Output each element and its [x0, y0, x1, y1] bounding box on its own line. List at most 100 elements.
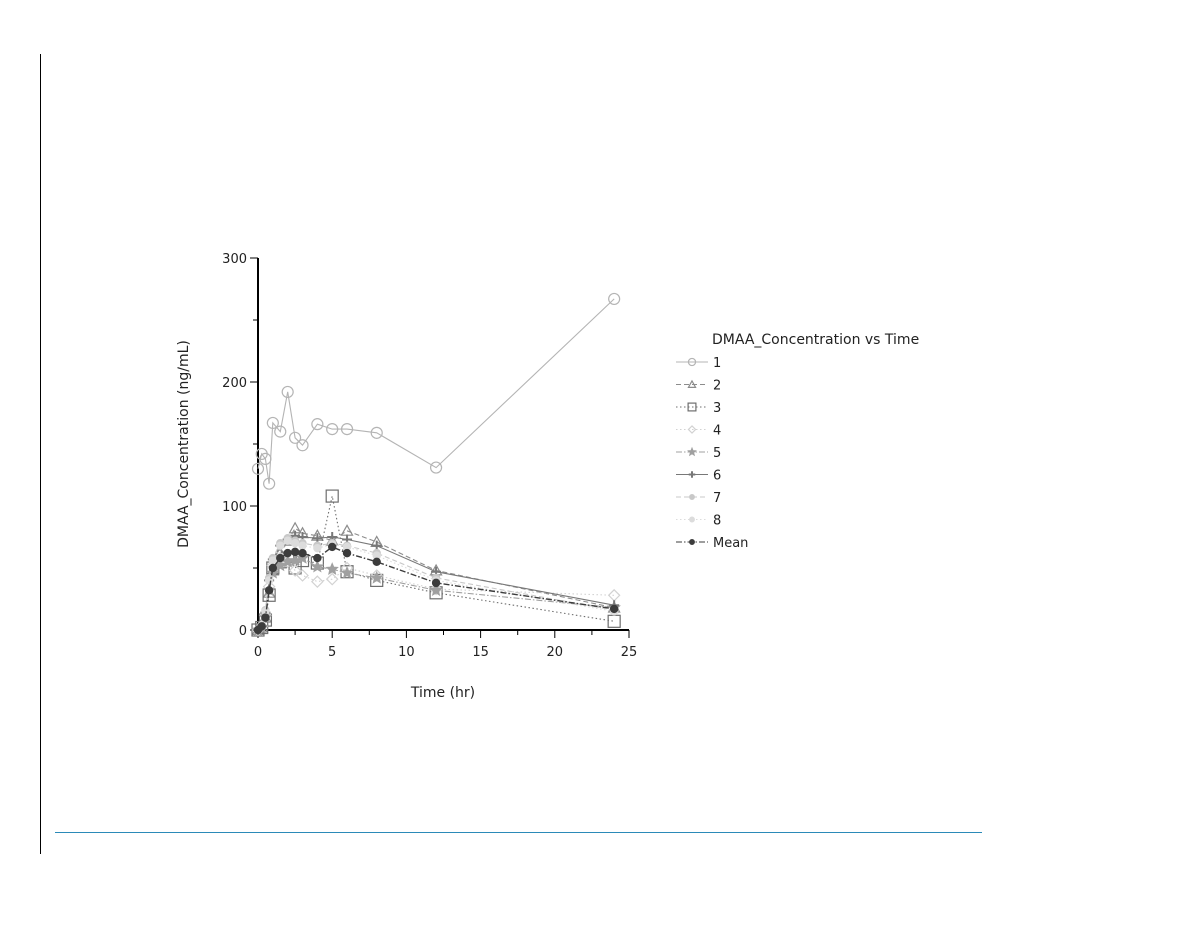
legend-item-1: 1	[676, 356, 721, 371]
chart-axes: 0 5 10 15 20 25 0 100 200 300	[222, 252, 637, 660]
legend-marker	[687, 402, 697, 412]
data-point	[325, 489, 339, 503]
data-point	[298, 548, 307, 558]
data-point	[370, 570, 384, 584]
data-point	[311, 418, 324, 431]
data-point	[431, 578, 441, 588]
data-point	[326, 423, 339, 436]
data-point	[372, 557, 381, 567]
data-point	[313, 543, 322, 553]
legend-marker	[687, 446, 697, 457]
data-point	[274, 425, 287, 438]
data-point	[296, 439, 309, 452]
data-point	[257, 622, 266, 631]
series-line	[257, 557, 615, 631]
y-tick-label: 100	[222, 500, 247, 515]
data-point	[429, 582, 443, 596]
x-tick-label: 0	[254, 645, 262, 660]
legend-item-5: 5	[676, 446, 721, 461]
data-point	[342, 548, 352, 558]
legend-marker	[689, 539, 695, 545]
data-point	[370, 426, 383, 439]
data-point	[283, 536, 292, 545]
data-point	[328, 542, 337, 552]
legend-marker	[688, 471, 696, 478]
data-point	[313, 553, 322, 563]
data-point	[268, 563, 278, 573]
bottom-divider-line	[55, 832, 982, 833]
data-point	[264, 586, 274, 595]
data-point	[429, 583, 443, 597]
data-point	[266, 416, 279, 430]
chart-legend: DMAA_Concentration vs Time 1 2 3 4 5 6 7 8 Mean	[676, 332, 919, 551]
data-point	[290, 547, 300, 557]
data-point	[310, 559, 325, 573]
legend-item-7: 7	[676, 491, 721, 506]
data-point	[608, 292, 621, 306]
data-point	[340, 423, 354, 436]
data-point	[263, 477, 276, 490]
data-point	[288, 564, 302, 577]
legend-marker	[687, 379, 697, 388]
data-point	[276, 541, 285, 550]
data-point	[296, 569, 309, 582]
legend-label: 2	[713, 379, 721, 394]
data-point	[429, 461, 443, 474]
data-point	[283, 548, 292, 558]
x-tick-label: 5	[328, 645, 336, 660]
left-border-line	[40, 54, 41, 854]
x-tick-label: 10	[398, 645, 415, 660]
legend-label: 1	[713, 356, 721, 371]
data-point	[290, 539, 300, 548]
data-point	[325, 572, 339, 586]
data-point	[289, 431, 302, 444]
legend-title: DMAA_Concentration vs Time	[712, 332, 919, 348]
legend-item-mean: Mean	[676, 536, 748, 551]
data-point	[259, 452, 272, 465]
data-point	[251, 462, 265, 475]
data-point	[609, 604, 619, 614]
data-point	[295, 551, 310, 564]
legend-label: 6	[713, 469, 721, 484]
data-point	[340, 565, 354, 579]
data-point	[276, 553, 285, 563]
legend-item-3: 3	[676, 401, 721, 416]
data-point	[607, 614, 621, 628]
series-3	[251, 489, 621, 637]
series-1	[251, 292, 621, 490]
legend-item-4: 4	[676, 424, 721, 439]
legend-label: 3	[713, 401, 721, 416]
x-tick-label: 20	[547, 645, 564, 660]
data-point	[288, 553, 302, 567]
legend-label: 4	[713, 424, 721, 439]
data-point	[607, 588, 621, 602]
data-point	[268, 556, 278, 565]
data-point	[261, 613, 270, 622]
legend-label: 7	[713, 491, 721, 506]
series-mean	[253, 542, 619, 635]
legend-marker	[689, 516, 695, 523]
y-tick-label: 200	[222, 376, 247, 391]
legend-label: Mean	[713, 536, 748, 551]
y-tick-label: 0	[239, 624, 247, 639]
legend-item-6: 6	[676, 469, 721, 484]
x-tick-label: 15	[472, 645, 489, 660]
data-point	[325, 562, 339, 575]
legend-marker	[687, 357, 697, 367]
series-line	[257, 298, 615, 484]
x-tick-label: 25	[621, 645, 638, 660]
legend-label: 5	[713, 446, 721, 461]
y-axis-title: DMAA_Concentration (ng/mL)	[176, 340, 192, 548]
legend-marker	[687, 425, 697, 434]
chart-series-layer	[251, 292, 621, 637]
legend-marker	[689, 494, 695, 500]
data-point	[311, 575, 324, 588]
legend-item-2: 2	[676, 379, 721, 394]
data-point	[298, 541, 307, 550]
y-tick-label: 300	[222, 252, 247, 267]
x-axis-title: Time (hr)	[410, 685, 475, 701]
legend-item-8: 8	[676, 514, 721, 529]
data-point	[281, 385, 294, 399]
legend-label: 8	[713, 514, 721, 529]
